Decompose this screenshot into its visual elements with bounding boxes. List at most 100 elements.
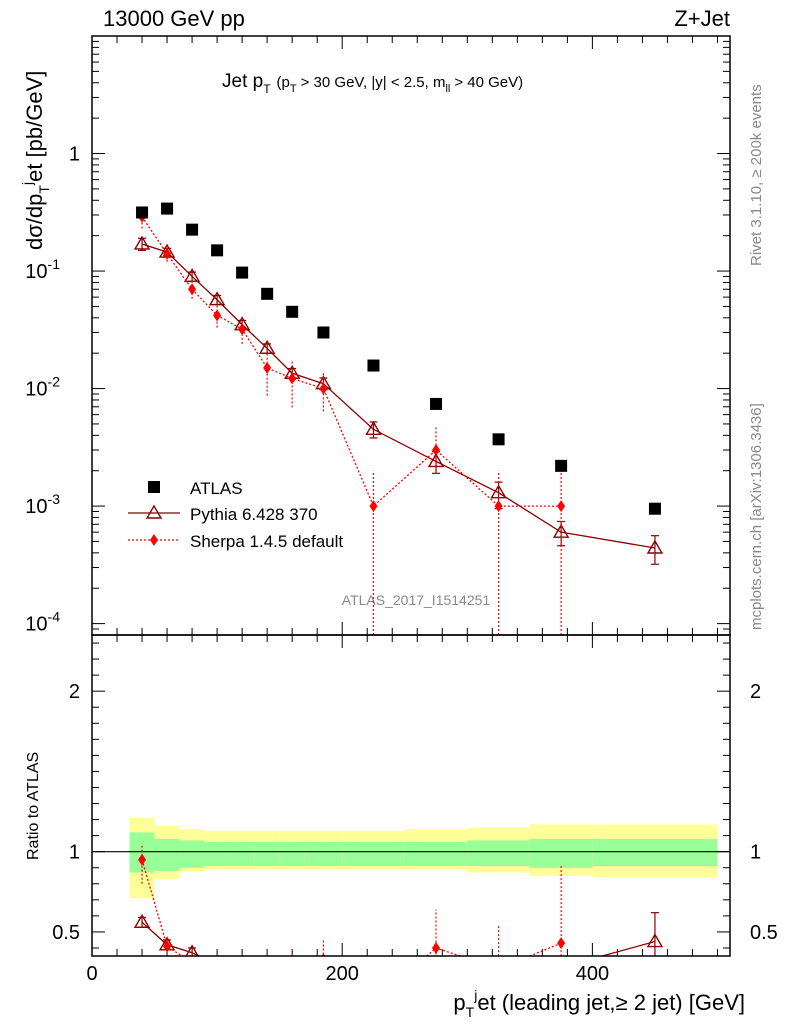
atlas-point	[261, 287, 274, 300]
plot-title-sub: T	[263, 82, 271, 96]
pythia-point	[133, 235, 151, 250]
sherpa-line	[141, 216, 562, 508]
pythia-ratio-point	[185, 944, 199, 956]
ytick-exponent: -4	[48, 609, 61, 625]
sherpa-point	[263, 361, 272, 374]
sherpa-ratio-point	[369, 997, 377, 1009]
sherpa-ratio-point	[432, 941, 441, 954]
sherpa-point	[319, 382, 328, 395]
atlas-point	[430, 397, 443, 410]
atlas-point	[211, 244, 224, 257]
sherpa-ratio-point	[288, 963, 296, 975]
main-ylabel: dσ/dpTjet [pb/GeV]	[19, 71, 52, 250]
sherpa-point	[238, 323, 247, 336]
sherpa-point	[494, 500, 503, 513]
inner-band-bin	[179, 840, 205, 868]
analysis-watermark: ATLAS_2017_I1514251	[342, 592, 491, 608]
inner-band-bin	[304, 842, 343, 867]
main-ytick-label: 10-4	[25, 609, 60, 636]
energy-label: 13000 GeV pp	[103, 6, 245, 31]
plot-title: Jet pT (pT > 30 GeV, |y| < 2.5, mll > 40 Ge…	[222, 71, 523, 96]
ytick-exponent: -3	[48, 491, 61, 507]
sherpa-ratio-point	[238, 961, 246, 973]
xtick-label: 0	[86, 963, 97, 985]
sherpa-ratio-point	[557, 937, 566, 950]
pythia-ratio-point	[133, 913, 151, 928]
inner-band-bin	[204, 842, 230, 867]
inner-band-bin	[404, 842, 468, 867]
legend-label: Sherpa 1.4.5 default	[190, 532, 343, 551]
inner-band-bin	[154, 838, 180, 871]
pythia-point	[365, 420, 382, 436]
ratio-uncertainty-bands	[92, 817, 730, 899]
pythia-ratio-point	[266, 955, 268, 956]
main-plot-series	[133, 202, 664, 635]
ytick-exponent: -1	[48, 256, 61, 272]
pythia-ratio-point	[429, 959, 443, 971]
ytick-base: 10	[25, 261, 47, 283]
ratio-ytick-label: 0.5	[52, 922, 80, 944]
ratio-ylabel: Ratio to ATLAS	[25, 752, 42, 860]
atlas-point	[136, 206, 149, 219]
pythia-ratio-point	[366, 959, 380, 971]
pythia-ratio-point	[216, 955, 218, 956]
ratio-plot-series	[133, 843, 664, 1009]
atlas-point	[317, 326, 330, 339]
sherpa-ratio-point	[213, 961, 221, 973]
sherpa-ratio-point	[138, 853, 147, 866]
main-ytick-label: 10-1	[25, 256, 60, 283]
plot-title-cut3: > 40 GeV)	[454, 74, 523, 91]
sherpa-ratio-point	[495, 963, 503, 975]
sherpa-point	[188, 283, 197, 296]
atlas-point	[161, 202, 174, 215]
main-ytick-label: 10-3	[25, 491, 60, 518]
x-axis-title: pTjet (leading jet,≥ 2 jet) [GeV]	[453, 987, 745, 1020]
atlas-point	[236, 266, 249, 279]
axis-ticks	[91, 35, 730, 956]
legend: ATLAS Pythia 6.428 370 Sherpa 1.4.5 defaul…	[128, 479, 343, 551]
pythia-point	[646, 539, 664, 554]
ratio-plot-frame	[91, 634, 731, 957]
xtick-label: 200	[326, 963, 359, 985]
inner-band-bin	[254, 842, 280, 867]
pythia-ratio-point	[554, 960, 568, 972]
atlas-point	[286, 305, 299, 318]
mcplots-label: mcplots.cern.ch [arXiv:1306.3436]	[748, 403, 765, 630]
ytick-base: 10	[25, 379, 47, 401]
sherpa-ratio-point	[263, 969, 271, 981]
inner-band-bin	[342, 842, 405, 867]
pythia-ratio-point	[291, 955, 293, 956]
ratio-ytick-label: 2	[69, 681, 80, 703]
plot-title-cut1: (p	[277, 74, 290, 91]
atlas-point	[186, 223, 199, 236]
ytick-base: 10	[25, 614, 47, 636]
sherpa-point	[163, 247, 172, 260]
rivet-label: Rivet 3.1.10, ≥ 200k events	[748, 84, 765, 266]
pythia-line	[141, 243, 656, 549]
pythia-ratio-line	[141, 921, 656, 956]
sherpa-point	[432, 444, 441, 457]
sherpa-point	[369, 500, 378, 513]
legend-sherpa-marker	[150, 534, 158, 546]
sherpa-ratio-point	[163, 940, 172, 953]
legend-atlas-marker	[148, 481, 160, 493]
xtick-label: 400	[576, 963, 609, 985]
atlas-point	[555, 459, 568, 472]
legend-pythia-marker	[145, 504, 163, 519]
inner-band-bin	[592, 838, 718, 867]
sherpa-point	[213, 309, 222, 322]
inner-band-bin	[529, 838, 593, 868]
legend-label: Pythia 6.428 370	[190, 505, 318, 524]
inner-band-bin	[279, 842, 305, 867]
process-label: Z+Jet	[674, 6, 730, 31]
pythia-point	[427, 453, 445, 468]
sherpa-ratio-point	[188, 956, 196, 968]
ratio-ytick-label-right: 0.5	[750, 922, 778, 944]
pythia-point	[208, 291, 226, 306]
main-ytick-label: 10-2	[25, 374, 60, 401]
plot-title-main: Jet p	[222, 71, 263, 92]
ratio-ytick-label-right: 1	[750, 842, 761, 864]
pythia-point	[258, 339, 276, 355]
